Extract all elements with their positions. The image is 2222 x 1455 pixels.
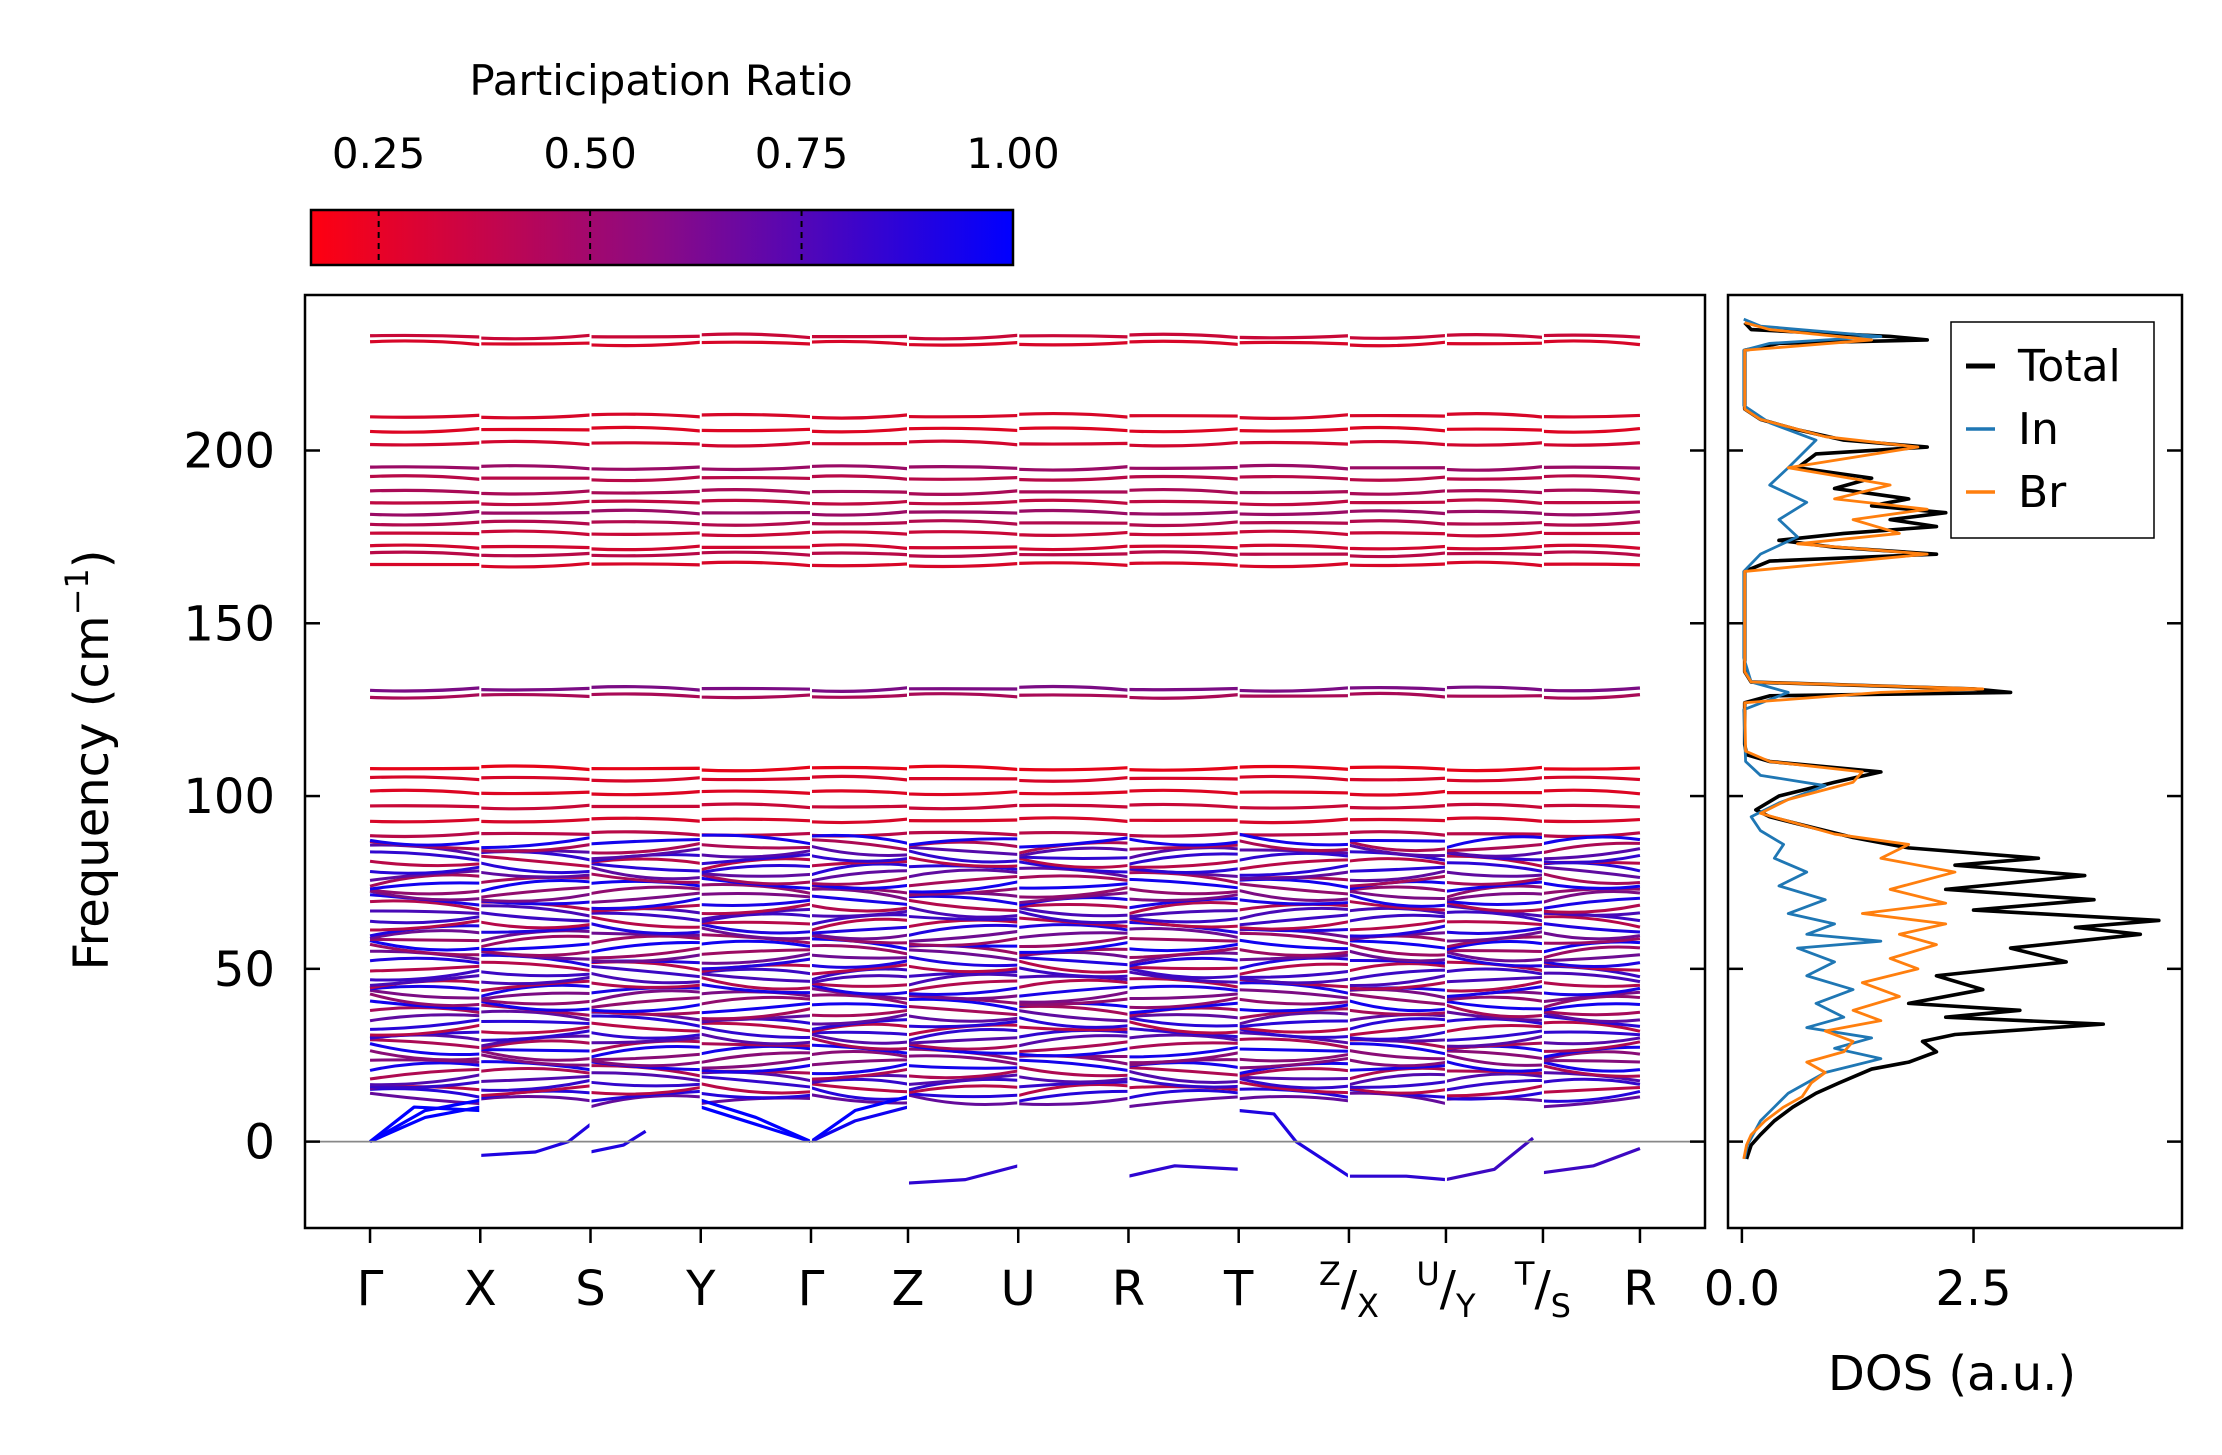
acoustic-curve-3 [700, 1098, 812, 1144]
kpoint-label-12: R [1623, 1261, 1656, 1317]
kpoint-label-11: T/S [1514, 1255, 1571, 1325]
flat-band-15 [369, 684, 1641, 693]
dos-axis: 0.0 2.5 [1704, 449, 2182, 1317]
dos-lines [1742, 317, 2161, 1160]
colorbar-title: Participation Ratio [469, 56, 852, 105]
dense-band-23 [369, 964, 1641, 982]
colorbar-gradient [309, 208, 1015, 267]
band-structure-frame [303, 293, 1707, 1230]
flat-band-5 [370, 463, 1641, 472]
dos-xtick-label-0: 0.0 [1704, 1261, 1780, 1317]
ytick-label-1: 50 [214, 942, 275, 998]
dos-axis-label: DOS (a.u.) [1828, 1346, 2076, 1402]
acoustic-curve-9 [1445, 1136, 1535, 1182]
flat-band-13 [369, 550, 1641, 559]
band-structure-panel: 0 50 100 150 200 Γ X S Y Γ Z U R T Z/X U/Y T/S R Frequen… [58, 293, 1707, 1325]
dos-legend: Total In Br [1950, 321, 2155, 539]
dos-frame [1726, 293, 2184, 1230]
acoustic-curve-6 [810, 1105, 909, 1144]
ytick-label-0: 0 [244, 1115, 275, 1171]
dos-panel: 0.0 2.5 DOS (a.u.) Total In Br [1704, 293, 2184, 1402]
acoustic-curve-11 [590, 1129, 647, 1154]
frequency-axis-label: Frequency (cm−1) [58, 549, 120, 970]
flat-band-1 [370, 332, 1641, 341]
flat-band-22 [369, 830, 1641, 839]
kpoint-label-7: R [1112, 1261, 1145, 1317]
acoustic-curve-14 [1542, 1147, 1641, 1175]
kpoint-axis: Γ X S Y Γ Z U R T Z/X U/Y T/S R [357, 1228, 1657, 1325]
flat-band-9 [369, 508, 1641, 517]
kpoint-label-1: X [464, 1261, 497, 1317]
kpoint-label-5: Z [892, 1261, 925, 1317]
flat-band-7 [369, 487, 1641, 496]
acoustic-curve-2 [369, 1105, 481, 1143]
acoustic-curve-12 [907, 1164, 1019, 1185]
flat-band-11 [370, 529, 1640, 538]
kpoint-label-8: T [1223, 1261, 1254, 1317]
kpoint-label-6: U [1001, 1261, 1036, 1317]
colorbar: Participation Ratio 0.25 0.50 0.75 1.00 [309, 56, 1060, 267]
flat-band-0 [369, 339, 1641, 348]
acoustic-curve-7 [1238, 1108, 1350, 1178]
ytick-label-4: 200 [183, 424, 275, 480]
acoustic-curve-4 [700, 1105, 812, 1144]
flat-band-16 [369, 691, 1641, 700]
kpoint-label-4: Γ [798, 1261, 825, 1317]
kpoint-label-9: Z/X [1319, 1255, 1379, 1325]
flat-band-20 [370, 802, 1641, 811]
acoustic-curve-8 [1348, 1174, 1447, 1182]
ytick-label-3: 150 [183, 596, 275, 652]
flat-band-14 [370, 560, 1640, 569]
legend-label-br: Br [2018, 467, 2067, 518]
ytick-label-2: 100 [183, 769, 275, 825]
flat-band-17 [370, 764, 1641, 773]
acoustic-curve-13 [1128, 1164, 1239, 1178]
dos-series-in [1742, 317, 1883, 1160]
kpoint-label-2: S [575, 1261, 605, 1317]
acoustic-curve-1 [369, 1098, 481, 1144]
colorbar-ticks: 0.25 0.50 0.75 1.00 [332, 129, 1060, 265]
colorbar-tick-label-2: 0.75 [755, 129, 849, 178]
flat-band-2 [370, 411, 1641, 420]
band-lines [369, 295, 1641, 1228]
flat-band-12 [369, 543, 1641, 552]
acoustic-curve-5 [810, 1095, 909, 1143]
kpoint-label-10: U/Y [1416, 1255, 1476, 1325]
legend-label-in: In [2018, 404, 2059, 455]
legend-label-total: Total [2017, 341, 2121, 392]
flat-band-10 [369, 519, 1641, 528]
colorbar-tick-label-0: 0.25 [332, 129, 426, 178]
colorbar-tick-label-1: 0.50 [543, 129, 637, 178]
flat-band-21 [369, 816, 1641, 825]
kpoint-label-3: Y [685, 1261, 716, 1317]
flat-band-4 [369, 439, 1641, 448]
colorbar-tick-label-3: 1.00 [966, 129, 1060, 178]
dos-series-br [1742, 321, 1985, 1160]
flat-band-3 [369, 425, 1641, 434]
kpoint-label-0: Γ [357, 1261, 384, 1317]
flat-band-8 [370, 498, 1640, 507]
flat-band-6 [369, 474, 1641, 483]
frequency-axis: 0 50 100 150 200 [183, 424, 1705, 1171]
dense-band-47 [369, 832, 1641, 850]
acoustic-curve-10 [480, 1123, 592, 1158]
flat-band-19 [369, 788, 1641, 797]
flat-band-18 [369, 774, 1641, 783]
dos-series-total [1742, 321, 2161, 1160]
dos-xtick-label-1: 2.5 [1935, 1261, 2011, 1317]
dense-band-14 [370, 1014, 1641, 1032]
